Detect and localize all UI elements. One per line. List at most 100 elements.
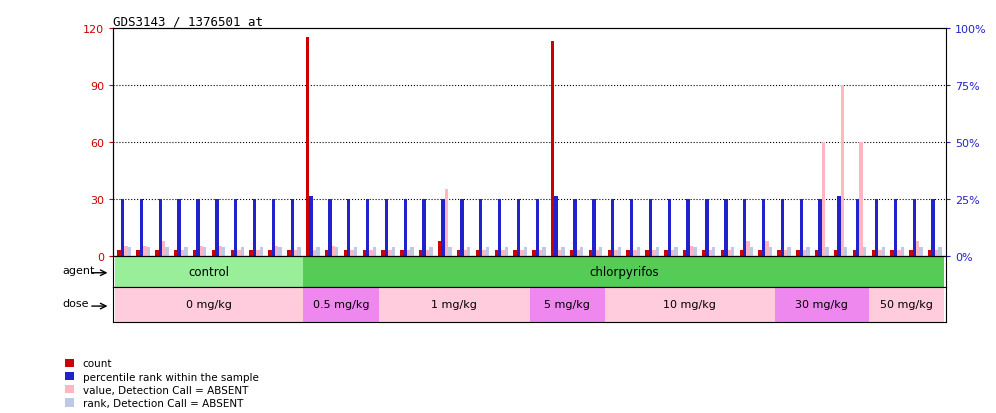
Bar xyxy=(287,250,291,256)
Bar xyxy=(181,250,184,256)
Bar xyxy=(743,199,746,256)
Bar xyxy=(928,250,931,256)
Bar xyxy=(366,199,370,256)
Bar xyxy=(593,199,596,256)
Bar xyxy=(121,199,124,256)
Bar xyxy=(599,247,603,256)
Bar xyxy=(325,250,329,256)
Bar xyxy=(596,250,599,256)
Bar xyxy=(124,247,127,256)
Bar xyxy=(539,250,543,256)
Bar xyxy=(530,287,605,322)
Bar xyxy=(788,247,791,256)
Bar xyxy=(935,250,938,256)
Bar xyxy=(822,142,825,256)
Bar xyxy=(686,199,690,256)
Bar xyxy=(279,247,282,256)
Bar xyxy=(815,250,819,256)
Bar xyxy=(900,247,904,256)
Bar xyxy=(520,250,524,256)
Bar xyxy=(460,199,463,256)
Bar xyxy=(351,250,354,256)
Bar xyxy=(878,250,881,256)
Bar xyxy=(344,250,347,256)
Bar xyxy=(629,199,633,256)
Bar xyxy=(505,247,508,256)
Bar xyxy=(777,250,781,256)
Bar xyxy=(158,199,162,256)
Text: 0 mg/kg: 0 mg/kg xyxy=(186,299,232,310)
Bar xyxy=(115,287,304,322)
Bar xyxy=(310,197,313,256)
Bar xyxy=(618,247,622,256)
Bar xyxy=(218,247,222,256)
Bar xyxy=(841,86,844,256)
Bar xyxy=(294,250,298,256)
Bar xyxy=(407,250,410,256)
Bar xyxy=(746,241,750,256)
Bar xyxy=(690,247,693,256)
Bar xyxy=(388,250,391,256)
Bar xyxy=(648,199,652,256)
Bar xyxy=(890,250,893,256)
Bar xyxy=(919,247,923,256)
Text: 30 mg/kg: 30 mg/kg xyxy=(796,299,849,310)
Bar xyxy=(136,250,139,256)
Bar xyxy=(645,250,648,256)
Bar xyxy=(655,247,659,256)
Bar xyxy=(561,247,565,256)
Bar xyxy=(316,247,320,256)
Bar xyxy=(115,256,304,287)
Bar xyxy=(215,199,218,256)
Bar xyxy=(199,247,203,256)
Bar xyxy=(457,250,460,256)
Bar xyxy=(750,247,753,256)
Bar xyxy=(916,241,919,256)
Bar xyxy=(313,250,316,256)
Bar xyxy=(256,250,260,256)
Text: chlorpyrifos: chlorpyrifos xyxy=(589,265,658,278)
Bar xyxy=(370,250,373,256)
Bar xyxy=(196,199,199,256)
Bar xyxy=(765,241,769,256)
Bar xyxy=(796,250,800,256)
Bar xyxy=(222,247,225,256)
Bar xyxy=(543,247,546,256)
Legend: count, percentile rank within the sample, value, Detection Call = ABSENT, rank, : count, percentile rank within the sample… xyxy=(65,358,259,408)
Bar xyxy=(558,250,561,256)
Bar xyxy=(329,199,332,256)
Bar xyxy=(605,287,775,322)
Bar xyxy=(429,247,432,256)
Bar xyxy=(863,247,867,256)
Bar xyxy=(467,247,470,256)
Bar xyxy=(860,142,863,256)
Bar xyxy=(664,250,667,256)
Bar xyxy=(498,199,501,256)
Bar xyxy=(249,250,253,256)
Bar xyxy=(869,287,944,322)
Bar xyxy=(419,250,422,256)
Bar xyxy=(306,38,310,256)
Bar xyxy=(448,247,451,256)
Bar xyxy=(304,287,378,322)
Bar xyxy=(234,199,237,256)
Bar xyxy=(589,250,593,256)
Text: agent: agent xyxy=(63,265,95,275)
Bar xyxy=(608,250,611,256)
Bar xyxy=(268,250,272,256)
Bar xyxy=(721,250,724,256)
Bar xyxy=(291,199,294,256)
Bar xyxy=(580,247,584,256)
Bar xyxy=(441,199,445,256)
Bar xyxy=(486,247,489,256)
Bar xyxy=(709,250,712,256)
Bar xyxy=(532,250,536,256)
Bar xyxy=(426,250,429,256)
Bar xyxy=(893,199,897,256)
Bar xyxy=(253,199,256,256)
Bar xyxy=(800,199,803,256)
Bar xyxy=(626,250,629,256)
Bar xyxy=(231,250,234,256)
Bar xyxy=(838,197,841,256)
Bar xyxy=(146,247,149,256)
